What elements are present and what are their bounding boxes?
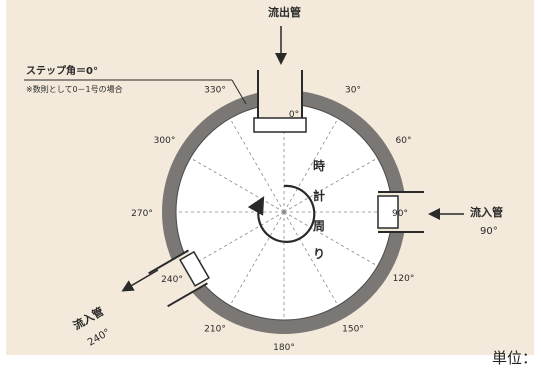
angle-label: 270° xyxy=(131,209,153,219)
unit-label: 単位： xyxy=(491,349,537,367)
angle-label: 240° xyxy=(161,275,183,285)
note-label: ※数則として0－1号の場合 xyxy=(26,84,123,94)
angle-label: 0° xyxy=(289,110,299,120)
clockwise-char-1: 時 xyxy=(313,158,325,173)
angle-label: 30° xyxy=(345,85,361,95)
angle-label: 60° xyxy=(396,136,412,146)
clockwise-arrow xyxy=(247,184,316,243)
angle-labels: 0° 30° 60° 90° 120° 150° 180° 210° 240° 270° 300° 3… xyxy=(131,85,414,353)
inlet-right-angle: 90° xyxy=(480,226,498,237)
clockwise-char-3: 周 xyxy=(313,219,325,233)
angle-label: 150° xyxy=(342,325,364,335)
clockwise-char-2: 計 xyxy=(313,188,325,203)
angle-label: 210° xyxy=(204,325,226,335)
angle-label: 180° xyxy=(273,343,295,353)
outlet-pipe xyxy=(253,70,307,133)
inlet-left-arrow xyxy=(121,269,159,292)
angle-label: 330° xyxy=(204,85,226,95)
diagram-panel: 流出管 流入管 90° 流入管 240° ステップ角＝0° xyxy=(6,0,534,355)
angle-label: 300° xyxy=(154,136,176,146)
angle-label: 90° xyxy=(392,209,408,219)
inlet-left-angle: 240° xyxy=(86,327,112,349)
inlet-left-label: 流入管 xyxy=(71,304,107,333)
step-angle-leader-tick xyxy=(231,79,247,105)
manhole-diagram: 流出管 流入管 90° 流入管 240° ステップ角＝0° xyxy=(24,5,503,353)
step-angle-label: ステップ角＝0° xyxy=(26,64,98,77)
clockwise-char-4: り xyxy=(313,247,325,261)
outlet-pipe-label: 流出管 xyxy=(268,5,301,19)
angle-label: 120° xyxy=(393,274,415,284)
inlet-pipe-left xyxy=(148,249,210,308)
inlet-pipe-right xyxy=(377,191,424,233)
inlet-right-label: 流入管 xyxy=(470,205,503,219)
